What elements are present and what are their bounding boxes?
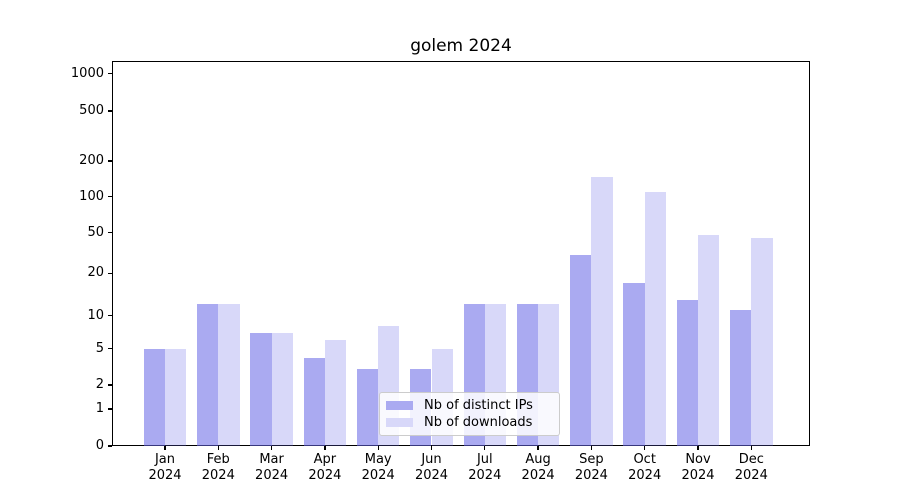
y-tick-mark <box>108 160 112 162</box>
x-tick-label: Aug 2024 <box>521 452 555 483</box>
bar-distinct-ips <box>197 304 219 446</box>
bar-downloads <box>324 339 347 446</box>
x-tick-mark <box>324 446 326 450</box>
y-tick-label: 200 <box>79 153 104 168</box>
bar-distinct-ips <box>676 299 698 446</box>
x-tick-mark <box>484 446 486 450</box>
legend-swatch-light <box>386 418 413 428</box>
y-tick-label: 100 <box>79 188 104 204</box>
x-tick-mark <box>590 446 593 450</box>
y-tick-mark <box>108 314 112 317</box>
bar-distinct-ips <box>730 309 752 446</box>
x-tick-mark <box>697 446 699 450</box>
x-tick-mark <box>217 446 219 450</box>
y-tick-mark <box>108 348 112 350</box>
bar-downloads <box>698 234 720 446</box>
y-tick-mark <box>108 72 112 75</box>
y-tick-mark <box>108 384 112 386</box>
x-tick-label: Nov 2024 <box>681 452 715 483</box>
y-tick-label: 10 <box>87 307 104 323</box>
legend: Nb of distinct IPs Nb of downloads <box>379 392 560 436</box>
y-tick-label: 20 <box>87 265 104 281</box>
bar-downloads <box>165 348 187 446</box>
x-tick-mark <box>164 446 166 450</box>
legend-item-downloads: Nb of downloads <box>386 415 553 430</box>
bar-distinct-ips <box>143 348 165 446</box>
y-tick-mark <box>108 445 112 447</box>
y-tick-label: 500 <box>79 103 104 118</box>
bar-distinct-ips <box>356 368 379 446</box>
bar-downloads <box>644 191 666 446</box>
x-tick-mark <box>644 446 646 450</box>
y-tick-mark <box>108 408 112 410</box>
x-tick-label: Apr 2024 <box>308 452 342 483</box>
bar-distinct-ips <box>570 255 592 446</box>
y-tick-mark <box>108 110 112 112</box>
y-tick-label: 1000 <box>70 65 104 81</box>
bar-distinct-ips <box>250 332 272 446</box>
x-tick-mark <box>377 446 379 450</box>
legend-item-distinct-ips: Nb of distinct IPs <box>386 398 553 413</box>
x-tick-mark <box>537 446 539 450</box>
y-tick-label: 1 <box>95 401 104 416</box>
y-tick-mark <box>108 195 112 198</box>
y-tick-label: 2 <box>95 377 104 392</box>
x-tick-label: Feb 2024 <box>201 452 235 483</box>
y-tick-label: 5 <box>95 340 104 356</box>
x-tick-label: Sep 2024 <box>574 452 608 483</box>
x-tick-label: Jan 2024 <box>148 452 182 483</box>
x-tick-label: Mar 2024 <box>255 452 289 483</box>
legend-label: Nb of distinct IPs <box>424 397 533 413</box>
chart-title: golem 2024 <box>410 36 512 56</box>
y-tick-mark <box>108 272 112 274</box>
legend-swatch-dark <box>386 400 413 410</box>
x-tick-label: Oct 2024 <box>628 452 662 483</box>
bar-downloads <box>218 304 240 446</box>
y-tick-label: 0 <box>95 438 104 453</box>
y-tick-label: 50 <box>87 224 104 240</box>
x-tick-label: Jun 2024 <box>414 452 449 483</box>
y-tick-mark <box>108 232 112 234</box>
bar-distinct-ips <box>303 357 325 446</box>
bar-downloads <box>751 238 773 446</box>
x-tick-label: May 2024 <box>361 452 395 483</box>
bar-downloads <box>271 332 293 446</box>
legend-label: Nb of downloads <box>424 415 533 431</box>
x-tick-mark <box>750 446 752 450</box>
bar-distinct-ips <box>623 283 645 446</box>
bar-downloads <box>591 177 613 446</box>
x-tick-mark <box>430 446 433 450</box>
x-tick-label: Dec 2024 <box>734 452 768 483</box>
x-tick-mark <box>270 446 273 450</box>
x-tick-label: Jul 2024 <box>468 452 502 483</box>
